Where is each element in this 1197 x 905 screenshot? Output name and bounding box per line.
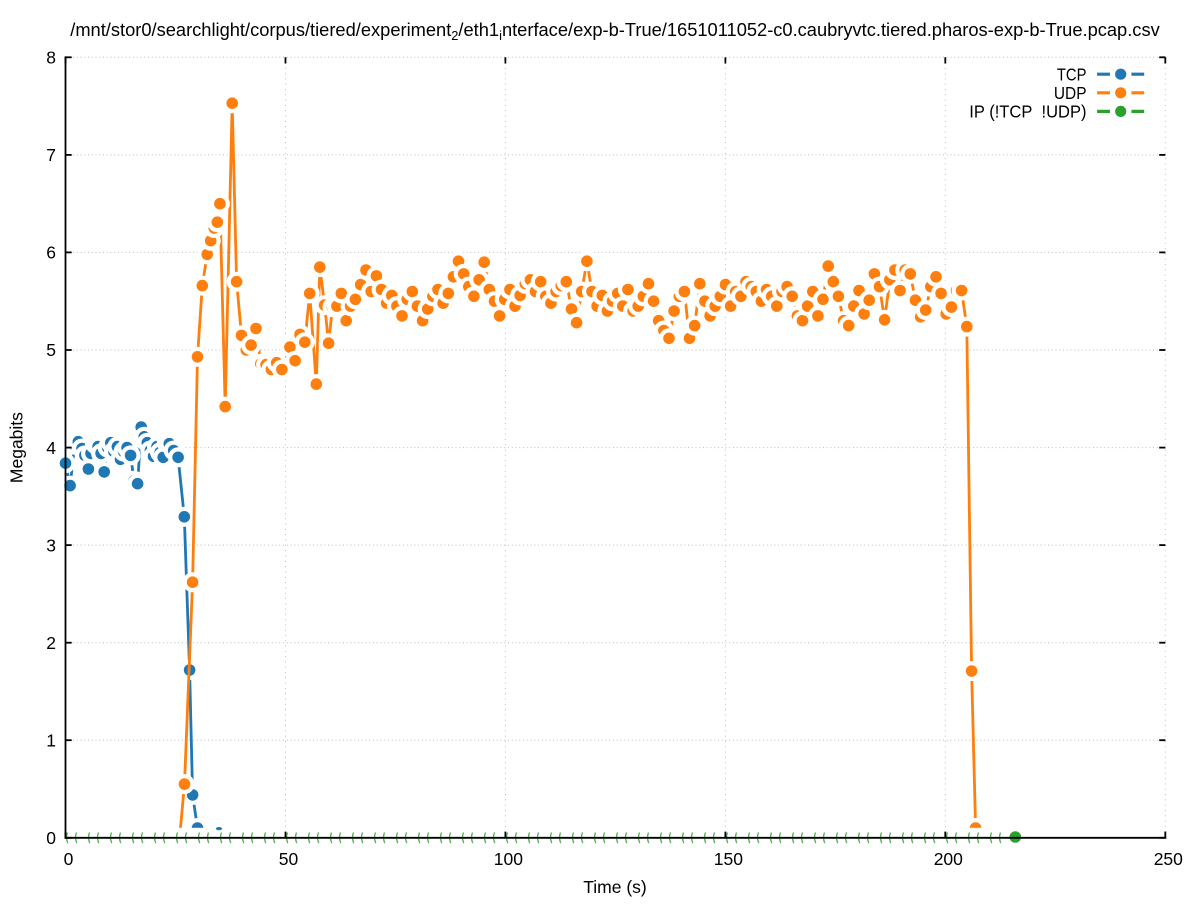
svg-text:0: 0 [46,828,56,848]
svg-text:100: 100 [494,849,523,869]
svg-text:5: 5 [46,340,56,360]
svg-text:Time (s): Time (s) [583,877,647,897]
svg-text:3: 3 [46,535,56,555]
svg-text:200: 200 [934,849,963,869]
svg-text:2: 2 [46,633,56,653]
svg-text:6: 6 [46,243,56,263]
svg-text:1: 1 [46,730,56,750]
svg-text:8: 8 [46,48,56,68]
svg-text:50: 50 [279,849,299,869]
svg-text:TCP: TCP [1057,65,1087,85]
svg-text:UDP: UDP [1054,83,1087,103]
svg-text:7: 7 [46,145,56,165]
svg-text:4: 4 [46,438,56,458]
svg-text:250: 250 [1154,849,1183,869]
svg-text:Megabits: Megabits [7,412,27,483]
svg-text:/mnt/stor0/searchlight/corpus/: /mnt/stor0/searchlight/corpus/tiered/exp… [70,19,1160,43]
svg-text:0: 0 [64,849,74,869]
svg-text:IP (!TCP !UDP): IP (!TCP !UDP) [969,102,1086,122]
svg-text:150: 150 [714,849,743,869]
